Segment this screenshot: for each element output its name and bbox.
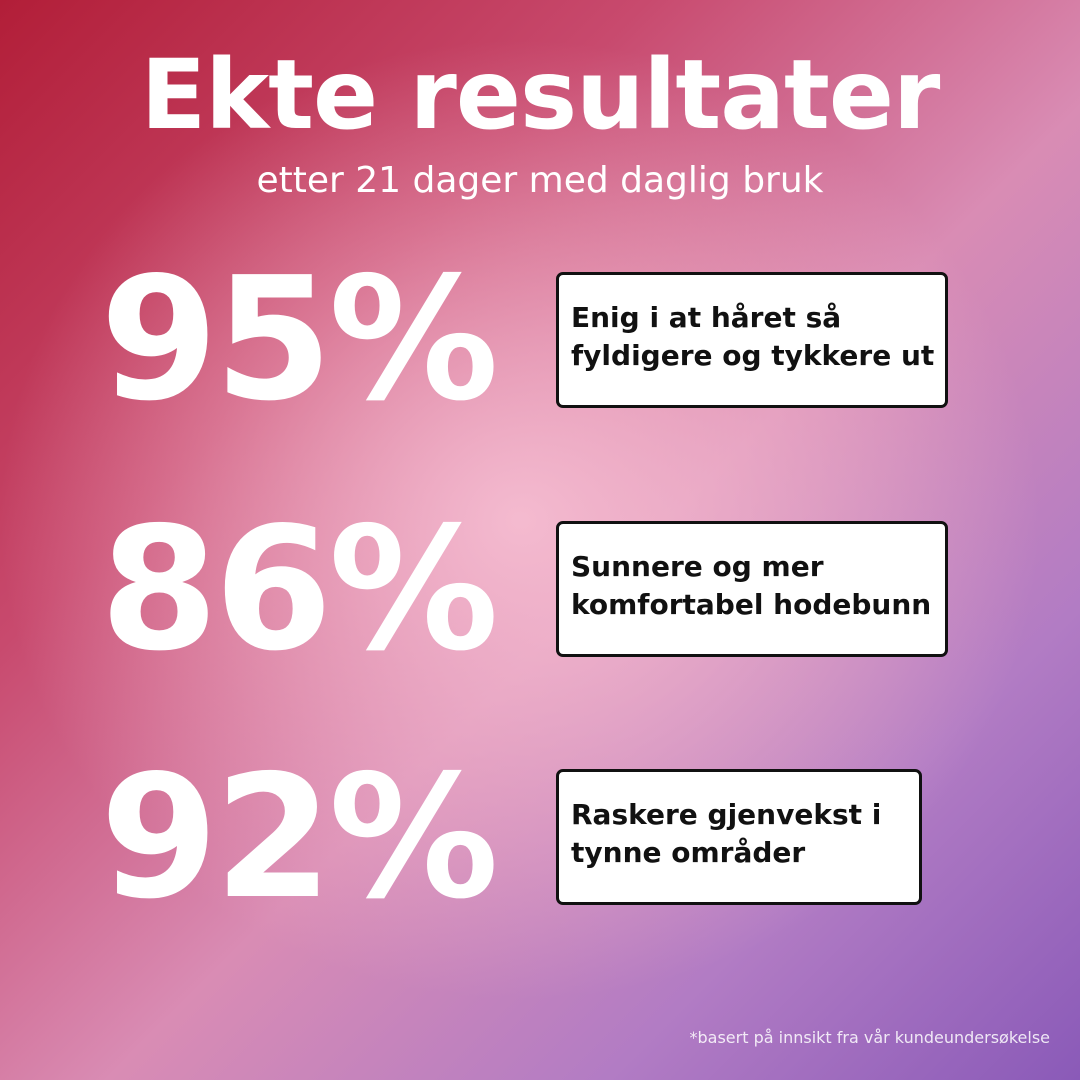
stat-value: 86% [100,491,499,689]
stat-box: Enig i at håret så fyldigere og tykkere u… [556,272,948,408]
stat-text: tynne områder [571,836,806,869]
footnote: *basert på innsikt fra vår kundeundersøk… [689,1028,1051,1047]
stat-box: Raskere gjenvekst i tynne områder [556,769,922,905]
subtitle: etter 21 dager med daglig bruk [256,160,824,201]
title: Ekte resultater [140,39,941,151]
stat-value: 95% [100,241,499,439]
stat-text: fyldigere og tykkere ut [571,339,935,372]
stat-text: komfortabel hodebunn [571,588,932,621]
stat-box: Sunnere og mer komfortabel hodebunn [556,521,948,657]
stat-text: Sunnere og mer [571,550,824,583]
stat-text: Enig i at håret så [571,301,842,334]
stat-text: Raskere gjenvekst i [571,798,882,831]
stat-value: 92% [100,739,499,937]
